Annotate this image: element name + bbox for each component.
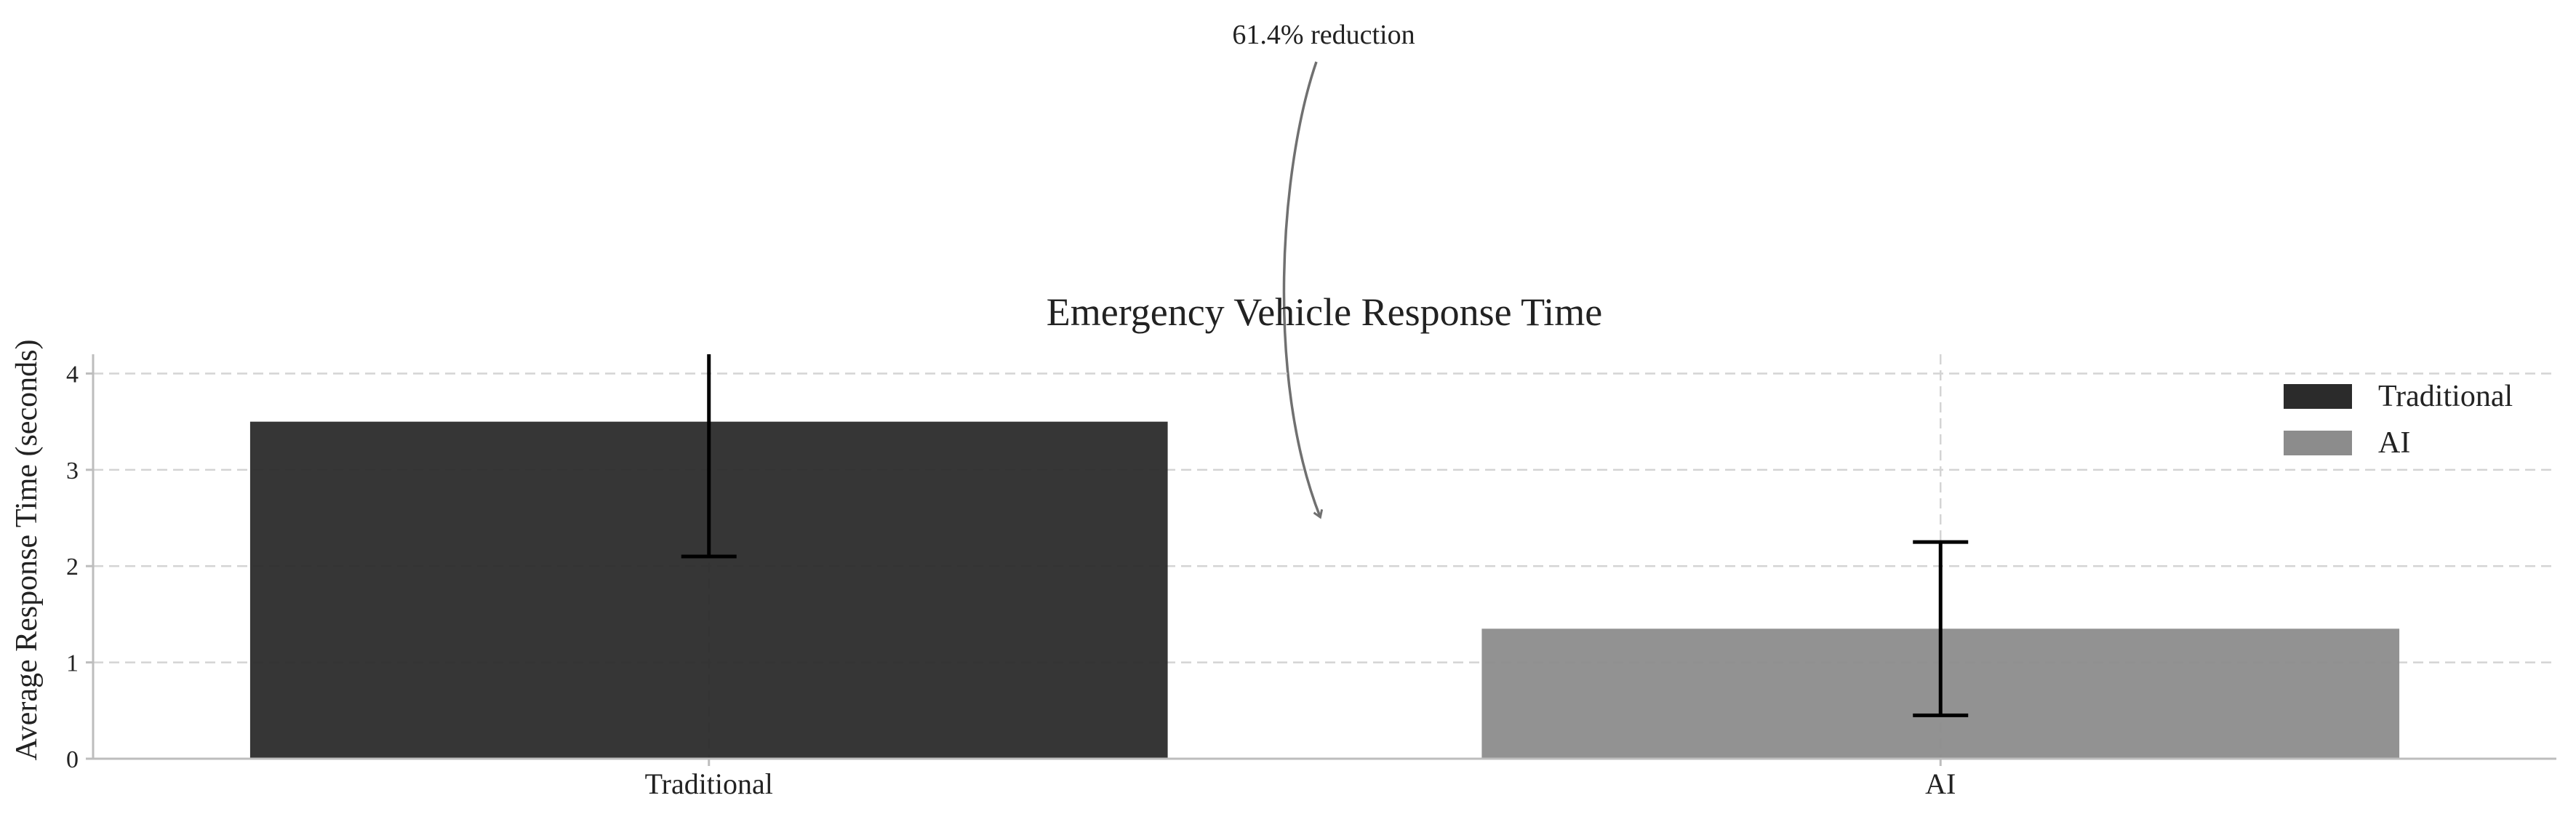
legend: Traditional AI (2284, 380, 2513, 460)
annotation-text: 61.4% reduction (1232, 20, 1415, 50)
x-axis-ticks: Traditional AI (645, 759, 1956, 800)
y-tick-label: 0 (66, 746, 79, 773)
legend-label-traditional: Traditional (2378, 380, 2513, 413)
bars (249, 421, 2400, 759)
y-tick-label: 3 (66, 458, 79, 484)
x-tick-label: Traditional (645, 767, 773, 800)
legend-swatch-traditional (2284, 384, 2352, 409)
y-axis-ticks: 0 1 2 3 4 (66, 361, 93, 773)
legend-label-ai: AI (2378, 426, 2410, 460)
y-tick-label: 4 (66, 361, 79, 388)
y-axis-title: Average Response Time (seconds) (10, 340, 44, 761)
y-tick-label: 1 (66, 650, 79, 677)
y-tick-label: 2 (66, 554, 79, 580)
x-tick-label: AI (1925, 767, 1956, 800)
legend-swatch-ai (2284, 431, 2352, 455)
annotation-arrow (1282, 61, 1320, 516)
chart-title: Emergency Vehicle Response Time (1047, 290, 1602, 334)
error-bars (681, 354, 1969, 717)
